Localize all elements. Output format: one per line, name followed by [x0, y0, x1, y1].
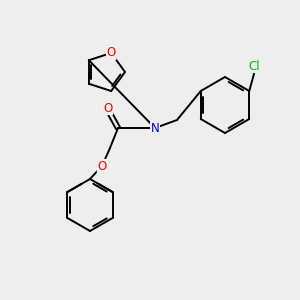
Text: O: O [106, 46, 116, 59]
Text: N: N [151, 122, 159, 134]
Text: Cl: Cl [248, 59, 260, 73]
Text: O: O [103, 101, 112, 115]
Text: O: O [98, 160, 106, 172]
